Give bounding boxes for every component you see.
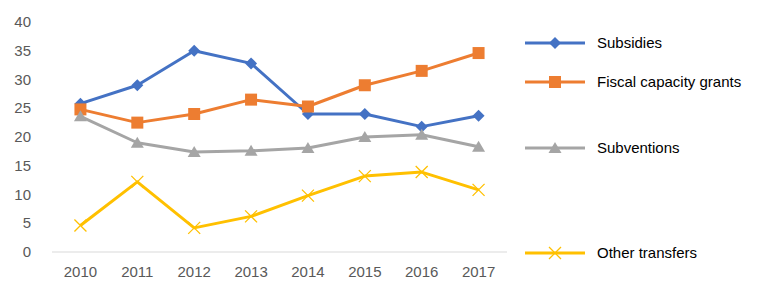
y-tick-label: 10 xyxy=(14,186,31,203)
point-marker xyxy=(188,45,200,57)
point-marker xyxy=(358,131,371,142)
legend-marker xyxy=(549,37,561,49)
point-marker xyxy=(131,176,143,188)
legend-marker xyxy=(549,76,561,88)
x-axis-line xyxy=(52,252,507,253)
point-marker xyxy=(74,110,87,121)
series-line xyxy=(80,53,478,123)
point-marker xyxy=(245,210,257,222)
x-tick-label: 2012 xyxy=(178,263,211,280)
point-marker xyxy=(359,79,371,91)
y-tick-label: 15 xyxy=(14,157,31,174)
point-marker xyxy=(302,190,314,202)
point-marker xyxy=(416,65,428,77)
point-marker xyxy=(472,141,485,152)
point-marker xyxy=(245,145,258,156)
point-marker xyxy=(473,184,485,196)
point-marker xyxy=(131,79,143,91)
point-marker xyxy=(131,137,144,148)
legend-label: Other transfers xyxy=(597,244,697,261)
y-tick-label: 40 xyxy=(14,13,31,30)
series-line xyxy=(80,116,478,152)
series-line xyxy=(80,172,478,228)
point-marker xyxy=(188,108,200,120)
point-marker xyxy=(473,110,485,122)
x-tick-label: 2010 xyxy=(64,263,97,280)
y-tick-label: 5 xyxy=(23,214,31,231)
point-marker xyxy=(131,117,143,129)
point-marker xyxy=(245,57,257,69)
point-marker xyxy=(416,166,428,178)
y-tick-label: 30 xyxy=(14,71,31,88)
point-marker xyxy=(188,222,200,234)
point-marker xyxy=(359,170,371,182)
point-marker xyxy=(188,146,201,157)
point-marker xyxy=(359,108,371,120)
chart: 0 5 10 15 20 25 30 35 40 2010 2011 2012 2013 2014 2015… xyxy=(0,0,784,300)
y-tick-label: 0 xyxy=(23,243,31,260)
legend-label: Fiscal capacity grants xyxy=(597,73,741,90)
x-tick-label: 2017 xyxy=(462,263,495,280)
series-line xyxy=(80,51,478,127)
plot-area xyxy=(74,45,485,234)
legend-marker xyxy=(549,142,562,153)
legend: Subsidies Fiscal capacity grants Subventio… xyxy=(525,34,741,261)
point-marker xyxy=(245,94,257,106)
point-marker xyxy=(415,129,428,140)
legend-marker xyxy=(549,247,561,259)
x-tick-label: 2013 xyxy=(234,263,267,280)
x-tick-label: 2011 xyxy=(121,263,153,280)
point-marker xyxy=(302,101,314,113)
point-marker xyxy=(301,142,314,153)
x-tick-label: 2014 xyxy=(291,263,324,280)
point-marker xyxy=(473,47,485,59)
y-tick-label: 20 xyxy=(14,128,31,145)
y-tick-label: 35 xyxy=(14,42,31,59)
point-marker xyxy=(74,220,86,232)
y-tick-label: 25 xyxy=(14,99,31,116)
legend-label: Subsidies xyxy=(597,34,662,51)
x-tick-label: 2015 xyxy=(348,263,381,280)
legend-label: Subventions xyxy=(597,139,680,156)
x-tick-label: 2016 xyxy=(405,263,438,280)
